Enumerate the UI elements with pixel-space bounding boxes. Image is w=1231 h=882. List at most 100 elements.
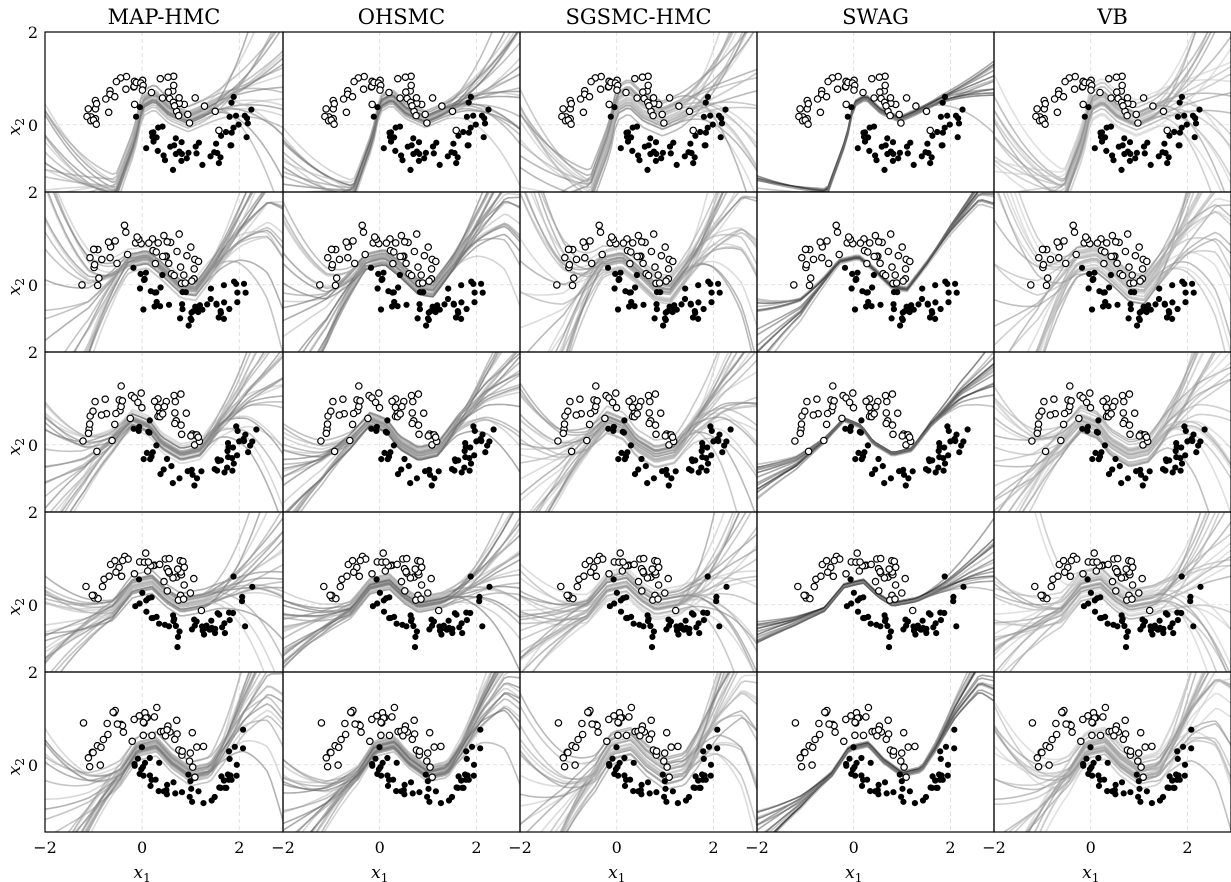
point-filled	[709, 121, 716, 128]
point-filled	[702, 129, 710, 136]
point-filled	[1139, 616, 1146, 623]
point-filled	[156, 759, 163, 766]
point-filled	[938, 142, 945, 149]
point-open	[144, 558, 153, 566]
point-open	[164, 73, 172, 82]
point-filled	[635, 152, 642, 159]
point-filled	[661, 315, 669, 322]
point-filled	[1078, 264, 1086, 271]
boundary-curve	[117, 104, 283, 192]
point-open	[1134, 757, 1142, 765]
point-filled	[224, 771, 231, 778]
point-filled	[422, 771, 429, 778]
point-open	[1121, 716, 1130, 725]
point-open	[410, 247, 419, 256]
point-open	[849, 403, 858, 412]
point-filled	[1086, 766, 1094, 773]
subplot-r2-c4	[756, 191, 995, 353]
point-open	[889, 430, 897, 439]
point-filled	[699, 440, 706, 447]
point-open	[1038, 748, 1046, 757]
point-open	[133, 233, 141, 241]
point-filled	[165, 301, 173, 308]
boundary-curve	[520, 415, 757, 497]
point-open	[377, 731, 385, 740]
point-open	[448, 107, 457, 116]
subplot-r4-c1	[44, 511, 284, 673]
decision-boundaries	[520, 352, 757, 512]
point-filled	[1106, 284, 1113, 291]
point-open	[1119, 419, 1128, 428]
point-filled	[140, 456, 147, 463]
point-filled	[627, 776, 634, 783]
point-filled	[613, 744, 620, 751]
point-filled	[708, 289, 715, 296]
boundary-curve	[1043, 238, 1231, 352]
point-open	[330, 99, 339, 108]
point-filled	[960, 583, 967, 590]
point-open	[897, 589, 906, 597]
point-filled	[705, 743, 713, 750]
point-filled	[231, 743, 238, 750]
point-open	[638, 88, 647, 96]
point-filled	[682, 285, 689, 292]
point-open	[163, 587, 172, 595]
point-filled	[937, 748, 944, 755]
point-open	[171, 735, 179, 744]
point-filled	[422, 149, 429, 156]
point-open	[800, 407, 809, 416]
point-open	[330, 447, 339, 456]
point-open	[1046, 255, 1055, 264]
boundary-curve	[85, 672, 253, 832]
point-filled	[844, 113, 851, 120]
point-filled	[890, 789, 897, 796]
point-filled	[915, 301, 922, 308]
point-filled	[396, 271, 403, 279]
point-open	[385, 731, 394, 740]
point-filled	[1094, 429, 1102, 436]
point-filled	[937, 617, 945, 624]
column-title: OHSMC	[358, 5, 446, 29]
point-filled	[1147, 623, 1154, 630]
point-open	[884, 716, 893, 725]
point-filled	[935, 447, 942, 455]
point-filled	[615, 456, 622, 463]
point-filled	[187, 778, 194, 785]
point-open	[604, 715, 613, 724]
point-filled	[1139, 482, 1146, 489]
point-open	[1096, 88, 1104, 97]
point-filled	[454, 154, 461, 161]
point-filled	[674, 800, 682, 807]
point-filled	[160, 466, 167, 473]
point-filled	[172, 790, 179, 797]
point-filled	[467, 609, 474, 617]
point-filled	[710, 438, 717, 445]
point-filled	[462, 440, 469, 447]
point-filled	[693, 624, 700, 631]
point-filled	[842, 425, 849, 432]
point-filled	[1135, 778, 1142, 785]
boundary-curve	[549, 195, 757, 352]
point-open	[92, 99, 101, 108]
point-filled	[841, 264, 849, 271]
point-open	[1128, 595, 1136, 603]
y-tick-label: 2	[28, 663, 38, 682]
point-filled	[376, 744, 383, 751]
point-open	[1132, 110, 1141, 119]
point-open	[1113, 259, 1121, 268]
point-filled	[687, 140, 694, 147]
point-filled	[221, 299, 228, 306]
x-tick-label: −2	[33, 838, 57, 857]
point-filled	[1112, 455, 1119, 463]
point-filled	[140, 276, 148, 284]
point-filled	[704, 573, 711, 580]
point-filled	[384, 417, 391, 424]
point-filled	[408, 142, 415, 149]
boundary-curve	[52, 192, 248, 284]
point-filled	[629, 147, 636, 154]
point-filled	[691, 308, 698, 315]
point-open	[689, 126, 698, 135]
point-filled	[174, 644, 181, 651]
point-filled	[420, 289, 427, 296]
point-filled	[1188, 726, 1195, 733]
